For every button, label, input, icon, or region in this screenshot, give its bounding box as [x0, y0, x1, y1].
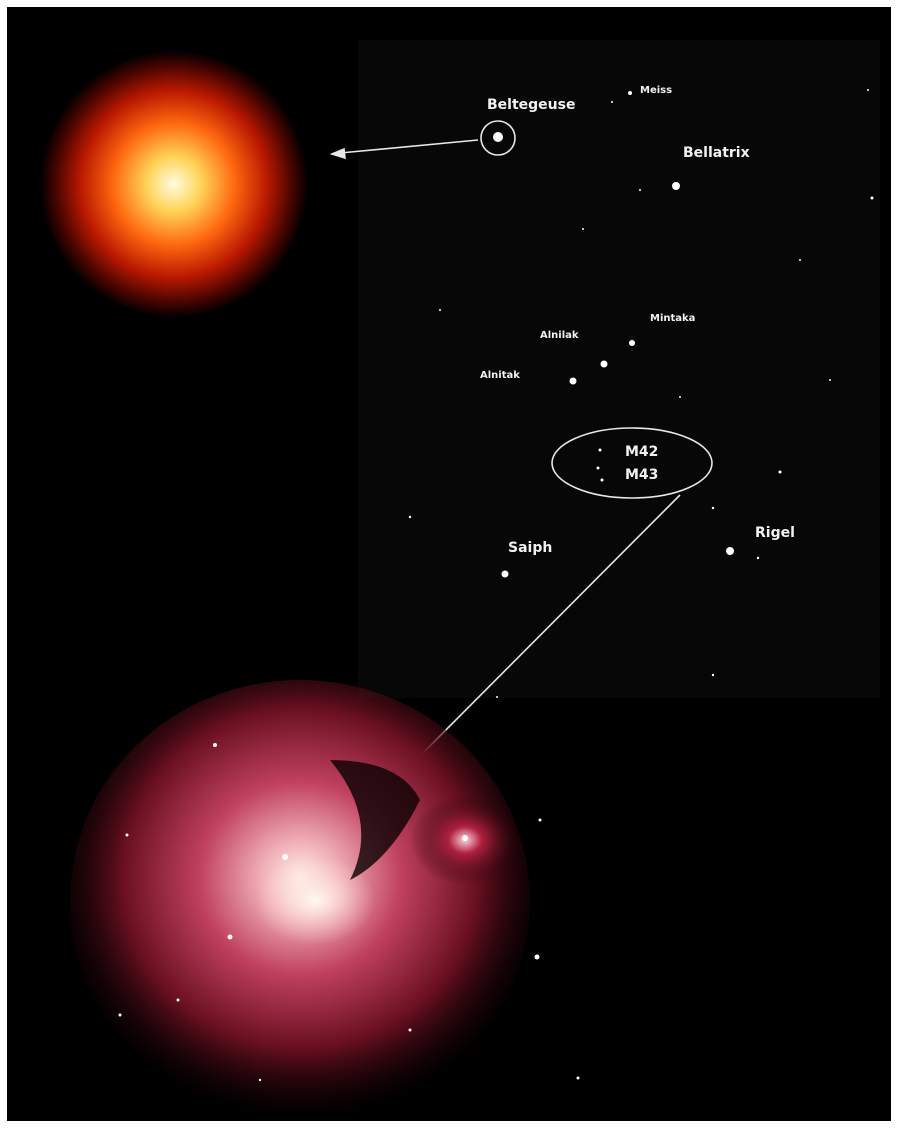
- betelgeuse-disk: [40, 50, 308, 318]
- nebula-label: M42: [625, 444, 658, 460]
- orion-image: Meiss Beltegeuse Bellatrix Mintaka Alnil…: [0, 0, 900, 1128]
- star-label: Saiph: [508, 540, 552, 556]
- star-field: [358, 40, 880, 698]
- star-label: Meiss: [640, 85, 672, 96]
- nebula-label: M43: [625, 467, 658, 483]
- star-label: Bellatrix: [683, 145, 750, 161]
- star-label: Alnitak: [480, 370, 520, 381]
- star-label: Mintaka: [650, 313, 695, 324]
- star-label: Beltegeuse: [487, 97, 575, 113]
- page: {"labels": ["Meiss", "Beltegeuse", "Bell…: [0, 0, 900, 1128]
- star-label: Alnilak: [540, 330, 579, 341]
- star-label: Rigel: [755, 525, 795, 541]
